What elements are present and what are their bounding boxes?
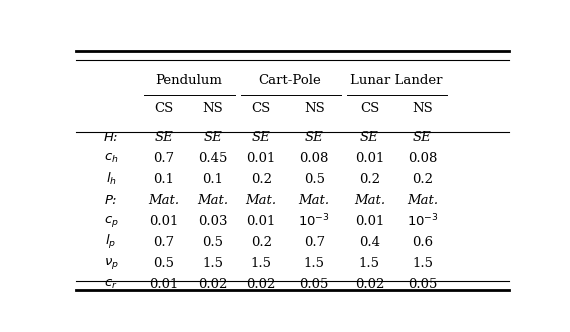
Text: $c_h$: $c_h$ [104, 152, 118, 165]
Text: 0.01: 0.01 [246, 215, 276, 228]
Text: $l_p$: $l_p$ [105, 233, 117, 251]
Text: Mat.: Mat. [407, 194, 438, 207]
Text: $l_h$: $l_h$ [105, 171, 116, 188]
Text: CS: CS [251, 102, 271, 115]
Text: 0.1: 0.1 [153, 173, 174, 186]
Text: 0.7: 0.7 [153, 152, 174, 165]
Text: 0.01: 0.01 [149, 215, 179, 228]
Text: Mat.: Mat. [246, 194, 277, 207]
Text: 1.5: 1.5 [412, 257, 433, 270]
Text: SE: SE [203, 131, 222, 144]
Text: 0.01: 0.01 [149, 278, 179, 291]
Text: CS: CS [154, 102, 174, 115]
Text: $P$:: $P$: [104, 194, 118, 207]
Text: 0.7: 0.7 [304, 236, 325, 249]
Text: 0.08: 0.08 [299, 152, 329, 165]
Text: 0.1: 0.1 [202, 173, 223, 186]
Text: 0.2: 0.2 [359, 173, 380, 186]
Text: 0.03: 0.03 [198, 215, 227, 228]
Text: 0.5: 0.5 [202, 236, 223, 249]
Text: Lunar Lander: Lunar Lander [349, 74, 442, 87]
Text: 1.5: 1.5 [202, 257, 223, 270]
Text: 0.2: 0.2 [412, 173, 433, 186]
Text: 0.5: 0.5 [153, 257, 174, 270]
Text: 0.01: 0.01 [355, 152, 384, 165]
Text: 1.5: 1.5 [304, 257, 325, 270]
Text: 0.02: 0.02 [355, 278, 384, 291]
Text: 0.4: 0.4 [359, 236, 380, 249]
Text: CS: CS [360, 102, 379, 115]
Text: NS: NS [202, 102, 223, 115]
Text: 0.05: 0.05 [299, 278, 329, 291]
Text: 0.01: 0.01 [355, 215, 384, 228]
Text: 0.02: 0.02 [198, 278, 227, 291]
Text: SE: SE [252, 131, 271, 144]
Text: 0.5: 0.5 [304, 173, 325, 186]
Text: Cart-Pole: Cart-Pole [259, 74, 321, 87]
Text: 0.08: 0.08 [408, 152, 437, 165]
Text: Mat.: Mat. [299, 194, 330, 207]
Text: NS: NS [304, 102, 324, 115]
Text: Pendulum: Pendulum [155, 74, 222, 87]
Text: $10^{-3}$: $10^{-3}$ [406, 213, 438, 230]
Text: Mat.: Mat. [148, 194, 180, 207]
Text: $c_p$: $c_p$ [104, 214, 119, 229]
Text: 1.5: 1.5 [359, 257, 380, 270]
Text: 1.5: 1.5 [251, 257, 272, 270]
Text: Mat.: Mat. [197, 194, 228, 207]
Text: 0.6: 0.6 [412, 236, 433, 249]
Text: SE: SE [305, 131, 324, 144]
Text: Mat.: Mat. [354, 194, 385, 207]
Text: $H$:: $H$: [103, 131, 119, 144]
Text: $10^{-3}$: $10^{-3}$ [298, 213, 330, 230]
Text: 0.2: 0.2 [251, 173, 272, 186]
Text: NS: NS [412, 102, 433, 115]
Text: $\nu_p$: $\nu_p$ [104, 256, 119, 271]
Text: 0.05: 0.05 [408, 278, 437, 291]
Text: 0.01: 0.01 [246, 152, 276, 165]
Text: 0.02: 0.02 [246, 278, 276, 291]
Text: SE: SE [154, 131, 173, 144]
Text: SE: SE [413, 131, 432, 144]
Text: $c_r$: $c_r$ [104, 278, 118, 291]
Text: 0.7: 0.7 [153, 236, 174, 249]
Text: SE: SE [360, 131, 379, 144]
Text: 0.2: 0.2 [251, 236, 272, 249]
Text: 0.45: 0.45 [198, 152, 227, 165]
